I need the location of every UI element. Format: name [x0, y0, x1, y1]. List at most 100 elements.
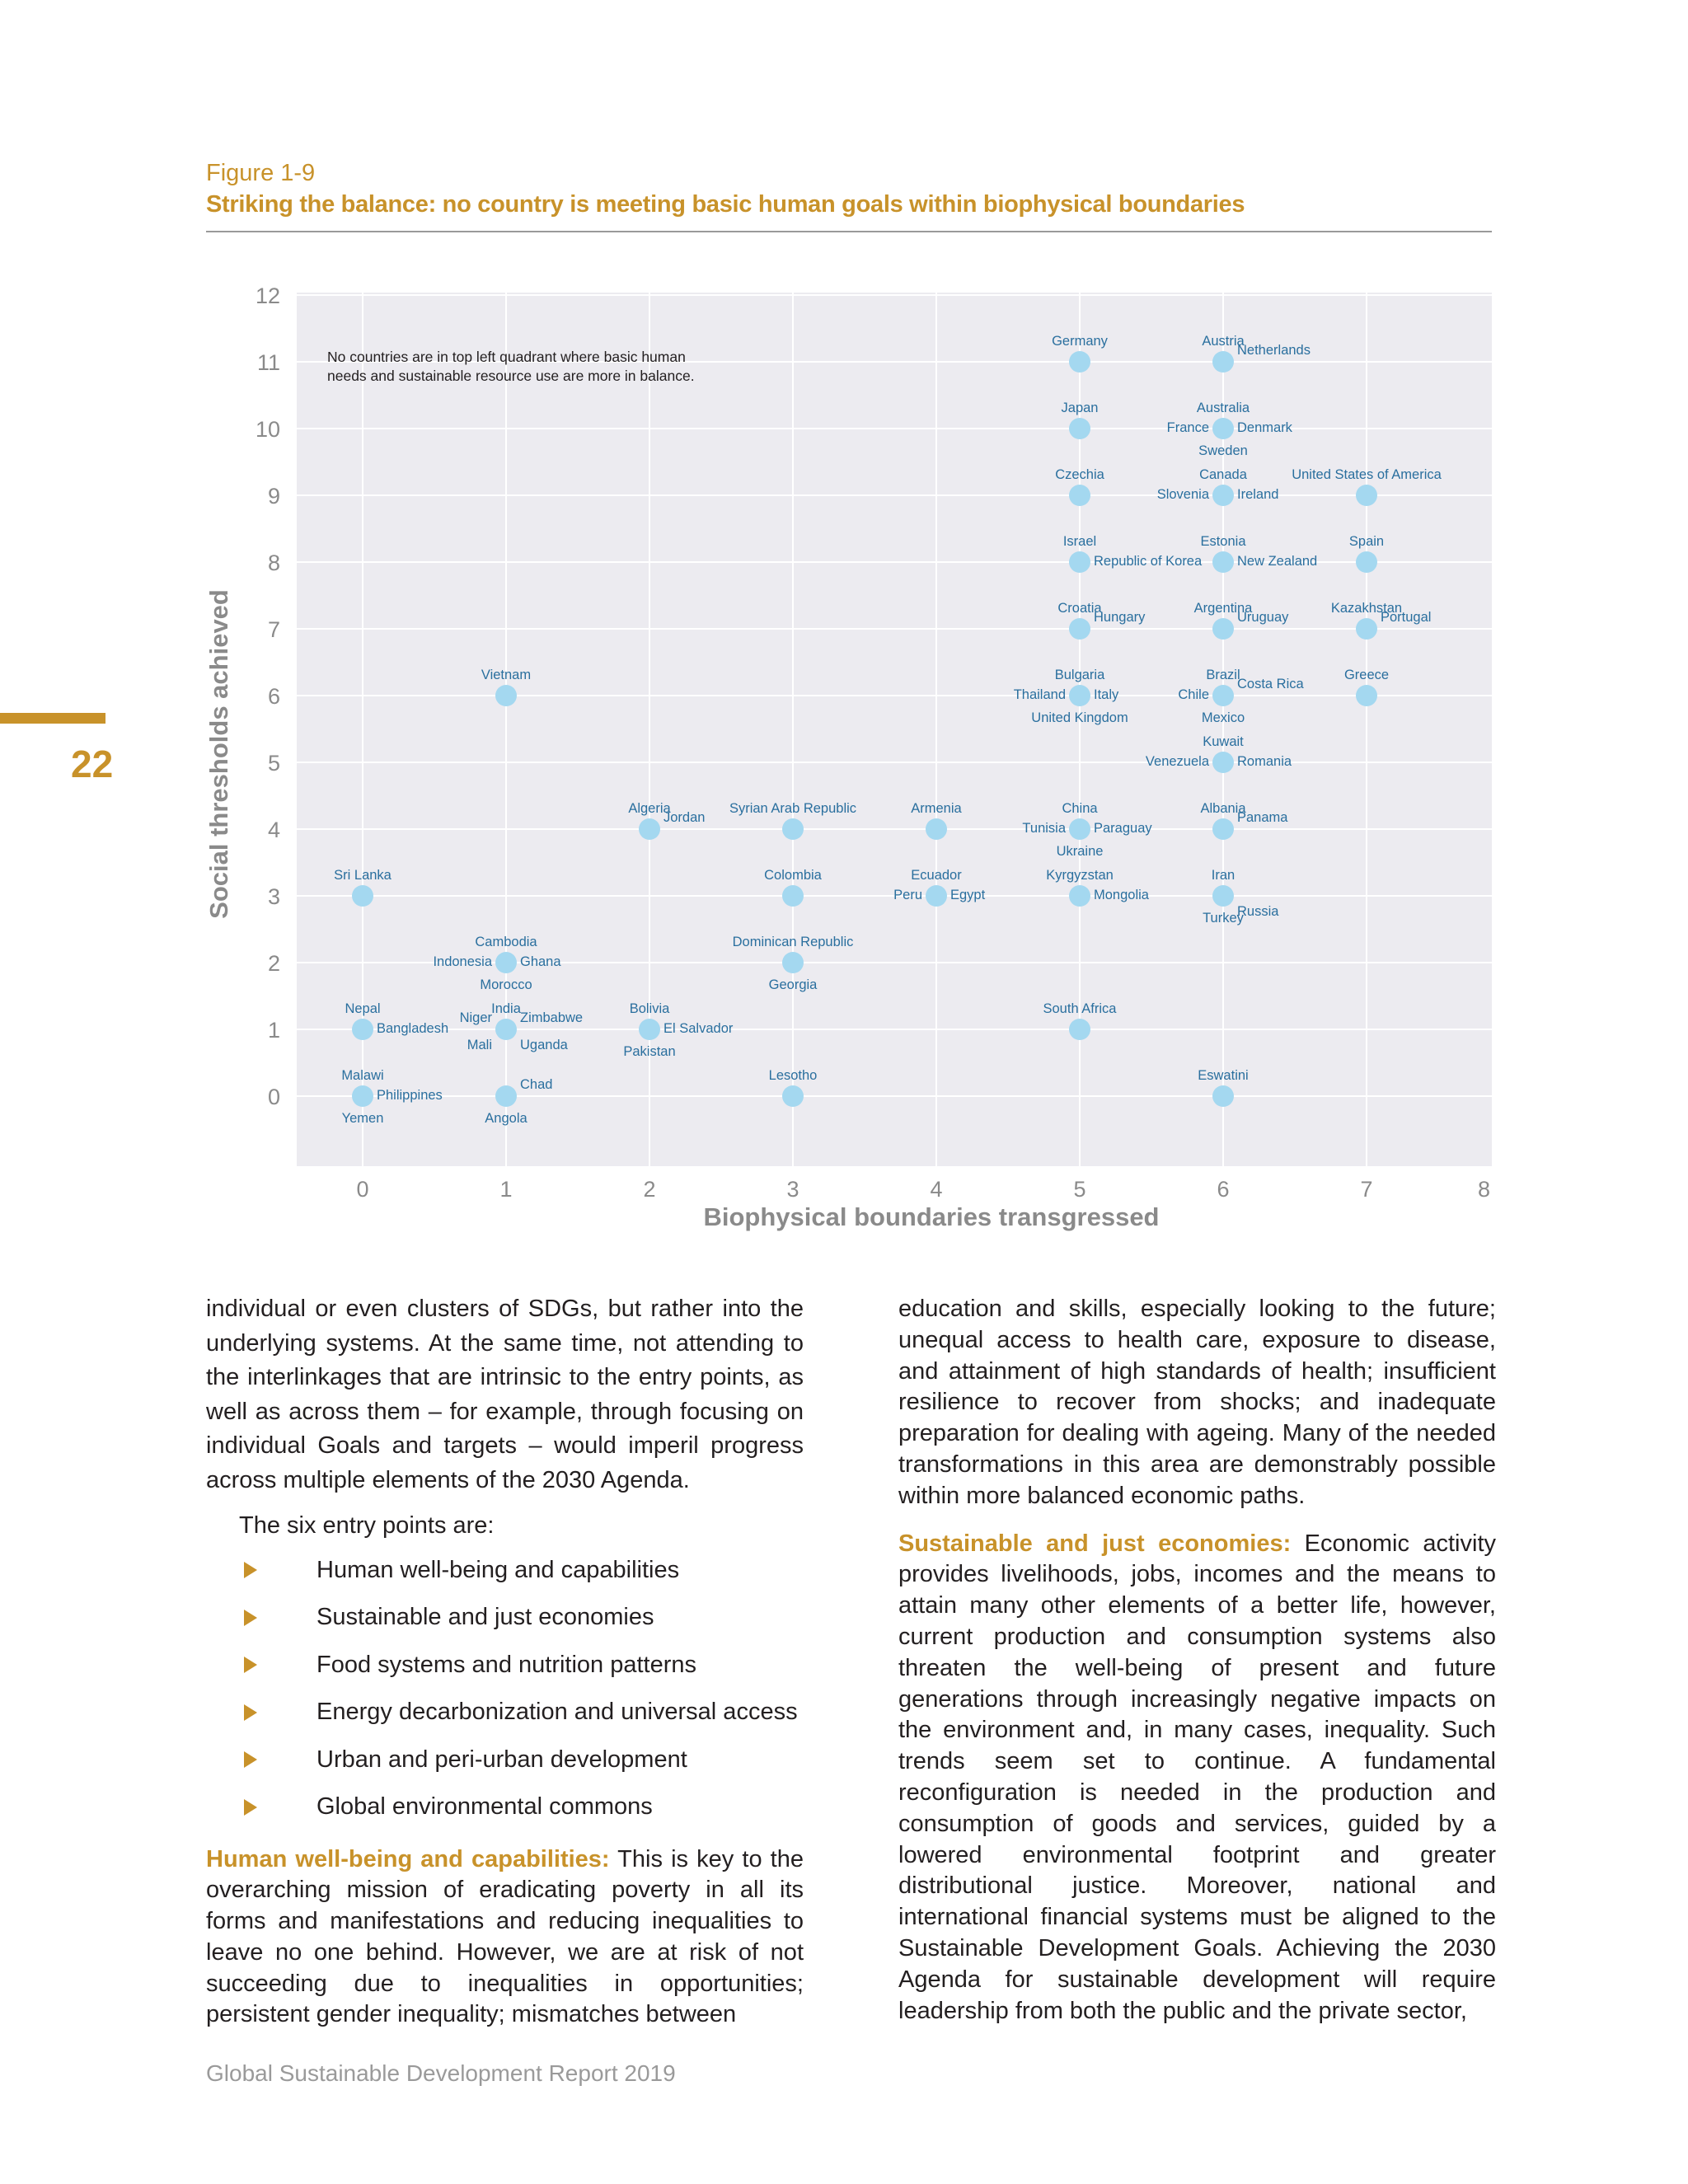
data-point — [352, 885, 373, 907]
country-label: Israel — [1063, 534, 1096, 549]
triangle-bullet-icon — [244, 1609, 257, 1626]
country-label: Paraguay — [1094, 821, 1152, 836]
country-label: China — [1062, 801, 1098, 816]
country-label: Thailand — [1014, 687, 1066, 702]
data-point — [1069, 551, 1090, 573]
data-point — [1069, 618, 1090, 640]
data-point — [639, 1019, 660, 1040]
data-point — [1069, 351, 1090, 373]
country-label: Nepal — [345, 1001, 380, 1016]
country-label: Egypt — [950, 888, 986, 902]
quadrant-annotation: No countries are in top left quadrant wh… — [327, 349, 686, 365]
data-point — [1069, 818, 1090, 840]
country-label: Romania — [1237, 754, 1292, 769]
country-label: Armenia — [911, 801, 962, 816]
data-point — [782, 885, 804, 907]
data-point — [782, 952, 804, 973]
country-label: Germany — [1052, 334, 1109, 349]
data-point — [352, 1085, 373, 1107]
triangle-bullet-icon — [244, 1751, 257, 1769]
entry-point-label: Human well-being and capabilities — [316, 1556, 680, 1583]
data-point — [1212, 551, 1234, 573]
country-label: Ukraine — [1057, 844, 1104, 859]
country-label: Syrian Arab Republic — [729, 801, 856, 816]
sustainable-economies-text: Economic activity provides livelihoods, … — [898, 1530, 1497, 2024]
country-label: Lesotho — [769, 1068, 818, 1083]
country-label: Panama — [1237, 810, 1288, 825]
country-label: Uruguay — [1237, 610, 1289, 625]
list-item: Food systems and nutrition patterns — [206, 1642, 804, 1690]
data-point — [1212, 351, 1234, 373]
country-label: Argentina — [1194, 601, 1253, 616]
y-tick-label: 4 — [268, 818, 280, 842]
data-point — [1069, 685, 1090, 706]
data-point — [1356, 685, 1377, 706]
country-label: Peru — [893, 888, 922, 902]
country-label: Kuwait — [1203, 734, 1244, 749]
y-tick-label: 12 — [256, 284, 280, 308]
y-axis-title: Social thresholds achieved — [204, 589, 233, 919]
triangle-bullet-icon — [244, 1657, 257, 1674]
country-label: Chile — [1178, 687, 1209, 702]
country-label: Hungary — [1094, 610, 1146, 625]
entry-point-label: Energy decarbonization and universal acc… — [316, 1699, 798, 1725]
country-label: Mongolia — [1094, 888, 1150, 902]
country-label: Tunisia — [1022, 821, 1066, 836]
country-label: Kyrgyzstan — [1046, 868, 1114, 883]
country-label: Italy — [1094, 687, 1119, 702]
country-label: Croatia — [1057, 601, 1102, 616]
x-tick-label: 6 — [1217, 1177, 1229, 1202]
sustainable-economies-heading: Sustainable and just economies: — [898, 1530, 1292, 1557]
country-label: Portugal — [1381, 610, 1431, 625]
data-point — [782, 818, 804, 840]
country-label: Venezuela — [1146, 754, 1210, 769]
human-wellbeing-heading: Human well-being and capabilities: — [206, 1845, 610, 1872]
country-label: Iran — [1212, 868, 1235, 883]
data-point — [495, 685, 517, 706]
data-point — [1356, 618, 1377, 640]
data-point — [1212, 485, 1234, 506]
country-label: Angola — [485, 1111, 528, 1126]
country-label: Denmark — [1237, 420, 1293, 435]
country-label: Philippines — [377, 1088, 443, 1103]
country-label: Georgia — [769, 977, 818, 992]
y-tick-label: 6 — [268, 684, 280, 709]
x-tick-label: 3 — [786, 1177, 799, 1202]
y-tick-label: 5 — [268, 751, 280, 776]
country-label: Algeria — [628, 801, 671, 816]
data-point — [1212, 752, 1234, 773]
data-point — [1069, 485, 1090, 506]
y-tick-label: 1 — [268, 1018, 280, 1043]
country-label: Malawi — [341, 1068, 383, 1083]
data-point — [1069, 418, 1090, 439]
data-point — [1356, 485, 1377, 506]
data-point — [1212, 618, 1234, 640]
page-number: 22 — [71, 743, 114, 785]
country-label: Greece — [1344, 668, 1389, 682]
country-label: Kazakhstan — [1331, 601, 1402, 616]
y-tick-label: 8 — [268, 551, 280, 575]
data-point — [639, 818, 660, 840]
country-label: Spain — [1349, 534, 1384, 549]
y-tick-label: 3 — [268, 884, 280, 909]
sustainable-economies-paragraph: Sustainable and just economies: Economic… — [898, 1529, 1496, 2027]
data-point — [495, 1019, 517, 1040]
x-axis-title: Biophysical boundaries transgressed — [703, 1202, 1159, 1231]
right-column: education and skills, especially looking… — [898, 1294, 1496, 2043]
title-rule — [206, 231, 1492, 232]
country-label: Mali — [467, 1038, 492, 1052]
y-tick-label: 7 — [268, 617, 280, 642]
country-label: Ghana — [520, 954, 561, 969]
country-label: Costa Rica — [1237, 677, 1305, 691]
list-item: Energy decarbonization and universal acc… — [206, 1689, 804, 1736]
country-label: Turkey — [1203, 911, 1245, 926]
figure-title: Striking the balance: no country is meet… — [206, 191, 1245, 218]
list-item: Urban and peri-urban development — [206, 1736, 804, 1784]
data-point — [1212, 885, 1234, 907]
page-number-bar — [0, 713, 106, 724]
x-tick-label: 7 — [1360, 1177, 1372, 1202]
entry-points-intro: The six entry points are: — [239, 1512, 495, 1539]
figure-label: Figure 1-9 — [206, 160, 316, 186]
country-label: Netherlands — [1237, 343, 1311, 358]
